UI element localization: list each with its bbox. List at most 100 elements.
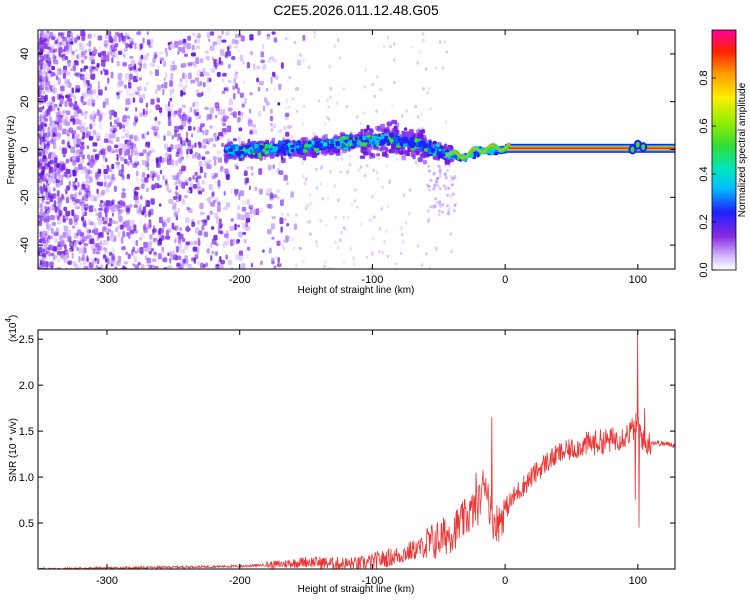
spectrogram-noise-cell (49, 139, 54, 144)
spectrogram-noise-cell (145, 81, 150, 86)
spectrogram-noise-cell (58, 32, 63, 37)
spectrogram-noise-cell (135, 239, 139, 246)
spectrogram-noise-cell (246, 217, 251, 223)
spectrogram-noise-cell (359, 165, 363, 169)
spectrogram-noise-cell (307, 65, 311, 70)
spectrogram-noise-cell (333, 44, 337, 49)
spectrogram-noise-cell (176, 231, 181, 236)
spectrogram-signal-cell (438, 148, 442, 152)
spectrogram-noise-cell (144, 247, 149, 252)
spectrogram-noise-cell (154, 69, 159, 76)
spectrogram-noise-cell (42, 165, 46, 172)
spectrogram-noise-cell (134, 161, 140, 166)
spectrogram-noise-cell (60, 254, 66, 260)
spectrogram-noise-cell (197, 260, 200, 265)
spectrogram-noise-cell (40, 122, 43, 128)
spectrogram-noise-cell (157, 184, 162, 188)
spectrogram-signal-halo (445, 168, 449, 172)
spectrogram-noise-cell (103, 174, 107, 181)
spectrogram-noise-cell (142, 172, 146, 177)
snr-y-tick-label: 2.0 (19, 380, 34, 392)
spectrogram-noise-cell (329, 95, 332, 100)
spectrogram-noise-cell (221, 142, 224, 148)
spectrogram-noise-cell (217, 230, 223, 235)
spectrogram-noise-cell (416, 115, 420, 119)
spectrogram-noise-cell (65, 197, 70, 204)
spectrogram-noise-cell (267, 57, 271, 63)
spectrogram-signal-halo (417, 157, 423, 163)
spectrogram-noise-cell (192, 183, 198, 189)
spectrogram-noise-cell (75, 34, 79, 41)
spectrogram-noise-cell (217, 184, 221, 190)
spectrogram-noise-cell (140, 55, 144, 62)
spectrogram-noise-cell (53, 56, 57, 60)
spectrogram-noise-cell (56, 190, 60, 197)
spectrogram-noise-cell (98, 232, 104, 237)
spectrogram-noise-cell (192, 102, 195, 108)
spectrogram-noise-cell (186, 148, 189, 155)
spectrogram-noise-cell (192, 174, 196, 180)
spectrogram-noise-cell (376, 177, 379, 181)
spectrogram-noise-cell (201, 129, 204, 134)
spectrogram-noise-cell (45, 132, 51, 138)
spectrogram-noise-cell (165, 72, 168, 79)
spectrogram-noise-cell (51, 122, 55, 128)
spectrogram-noise-cell (224, 53, 227, 58)
spectrogram-noise-cell (121, 174, 125, 181)
snr-x-tick-label: -200 (229, 575, 251, 587)
spectrogram-signal-halo (366, 124, 370, 131)
spectrogram-noise-cell (147, 225, 152, 230)
spectrogram-signal-cell (419, 140, 423, 144)
spectrogram-noise-cell (235, 39, 239, 45)
snr-x-tick-label: -300 (96, 575, 118, 587)
spectrogram-noise-cell (61, 139, 65, 145)
spectrogram-noise-cell (51, 65, 55, 71)
spectrogram-noise-cell (53, 136, 58, 140)
spectrogram-noise-cell (340, 230, 343, 235)
spectrogram-noise-cell (42, 183, 46, 188)
spectrogram-noise-cell (69, 241, 74, 248)
spectrogram-noise-cell (82, 131, 86, 139)
spectrogram-noise-cell (229, 225, 235, 232)
spectrogram-noise-cell (324, 122, 327, 126)
spectrogram-signal-cell (504, 147, 508, 149)
spectrogram-noise-cell (81, 154, 85, 160)
spectrogram-noise-cell (363, 85, 367, 89)
spectrogram-noise-cell (135, 107, 138, 112)
spectrogram-noise-cell (52, 95, 56, 103)
spectrogram-noise-cell (175, 194, 180, 199)
spectrogram-noise-cell (198, 114, 202, 120)
spectrogram-signal-halo (372, 145, 379, 150)
spectrogram-noise-cell (89, 238, 95, 245)
colorbar-tick-label: 0.0 (698, 262, 710, 277)
spectrogram-noise-cell (50, 43, 55, 48)
spectrogram-noise-cell (142, 206, 147, 214)
spectrogram-signal-halo (445, 204, 449, 208)
spectrogram-noise-cell (133, 146, 139, 153)
spectrogram-signal-cell (361, 135, 367, 139)
spectrogram-noise-cell (137, 178, 142, 185)
spectrogram-signal-halo (417, 132, 423, 138)
spectrogram-noise-cell (134, 135, 139, 142)
spectrogram-signal-cell (254, 143, 259, 149)
spectrogram-signal-halo (447, 187, 451, 191)
spectrogram-noise-cell (87, 33, 92, 39)
spectrogram-noise-cell (78, 52, 81, 60)
spectrogram-noise-cell (94, 227, 99, 234)
spectrogram-noise-cell (186, 155, 189, 159)
spectrogram-noise-cell (181, 237, 186, 243)
spectrogram-noise-cell (260, 59, 265, 64)
spectrogram-noise-cell (277, 257, 280, 263)
spectrogram-noise-cell (220, 259, 226, 265)
spectrogram-noise-cell (51, 227, 54, 234)
spectrogram-noise-cell (348, 163, 352, 167)
spectrogram-noise-cell (122, 267, 128, 269)
spectrogram-signal-halo (412, 155, 416, 160)
spectrogram-noise-cell (79, 262, 82, 268)
spectrogram-noise-cell (145, 200, 151, 208)
spectrogram-noise-cell (113, 35, 117, 43)
spectrogram-noise-cell (68, 101, 73, 107)
spectrogram-noise-cell (57, 199, 60, 204)
spectrogram-noise-cell (105, 185, 110, 193)
spectrogram-signal-halo (363, 128, 368, 133)
